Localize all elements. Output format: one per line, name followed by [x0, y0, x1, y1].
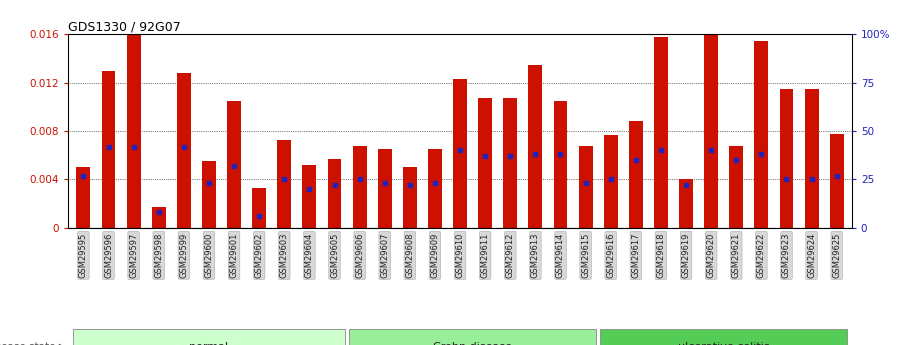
Bar: [353, 146, 366, 228]
Text: GSM29612: GSM29612: [506, 233, 515, 278]
Bar: [328, 159, 342, 228]
Text: GSM29608: GSM29608: [405, 233, 415, 278]
Bar: [578, 146, 592, 228]
Bar: [504, 98, 517, 228]
Text: GSM29620: GSM29620: [707, 233, 716, 278]
Bar: [349, 329, 597, 345]
Text: GSM29610: GSM29610: [456, 233, 465, 278]
Text: GSM29622: GSM29622: [757, 233, 766, 278]
Text: GSM29618: GSM29618: [657, 233, 665, 278]
Bar: [704, 32, 718, 228]
Text: GDS1330 / 92G07: GDS1330 / 92G07: [68, 20, 181, 33]
Bar: [600, 329, 847, 345]
Text: GSM29595: GSM29595: [79, 233, 87, 278]
Bar: [629, 121, 643, 228]
Bar: [453, 79, 467, 228]
Bar: [102, 71, 116, 228]
Bar: [202, 161, 216, 228]
Bar: [428, 149, 442, 228]
Text: normal: normal: [189, 342, 229, 345]
Bar: [378, 149, 392, 228]
Bar: [73, 329, 345, 345]
Text: GSM29616: GSM29616: [606, 233, 615, 278]
Bar: [77, 167, 90, 228]
Bar: [830, 134, 844, 228]
Bar: [277, 139, 292, 228]
Text: GSM29609: GSM29609: [430, 233, 439, 278]
Bar: [403, 167, 416, 228]
Bar: [127, 34, 140, 228]
Text: GSM29624: GSM29624: [807, 233, 816, 278]
Bar: [177, 73, 190, 228]
Text: GSM29625: GSM29625: [833, 233, 841, 278]
Bar: [754, 40, 768, 228]
Text: GSM29597: GSM29597: [129, 233, 138, 278]
Text: GSM29615: GSM29615: [581, 233, 590, 278]
Bar: [780, 89, 793, 228]
Bar: [302, 165, 316, 228]
Text: GSM29617: GSM29617: [631, 233, 640, 278]
Text: GSM29599: GSM29599: [179, 233, 189, 278]
Text: disease state ▶: disease state ▶: [0, 342, 67, 345]
Text: ulcerative colitis: ulcerative colitis: [678, 342, 770, 345]
Text: GSM29607: GSM29607: [380, 233, 389, 278]
Text: GSM29600: GSM29600: [204, 233, 213, 278]
Bar: [152, 207, 166, 228]
Text: GSM29613: GSM29613: [531, 233, 540, 278]
Text: GSM29605: GSM29605: [330, 233, 339, 278]
Text: GSM29623: GSM29623: [782, 233, 791, 278]
Text: GSM29614: GSM29614: [556, 233, 565, 278]
Bar: [804, 89, 818, 228]
Text: GSM29596: GSM29596: [104, 233, 113, 278]
Text: GSM29621: GSM29621: [732, 233, 741, 278]
Text: Crohn disease: Crohn disease: [433, 342, 512, 345]
Text: GSM29606: GSM29606: [355, 233, 364, 278]
Bar: [654, 37, 668, 228]
Bar: [528, 65, 542, 228]
Text: GSM29619: GSM29619: [681, 233, 691, 278]
Text: GSM29611: GSM29611: [481, 233, 490, 278]
Bar: [227, 101, 241, 228]
Bar: [679, 179, 693, 228]
Bar: [730, 146, 743, 228]
Text: GSM29601: GSM29601: [230, 233, 239, 278]
Text: GSM29603: GSM29603: [280, 233, 289, 278]
Text: GSM29602: GSM29602: [255, 233, 263, 278]
Bar: [252, 188, 266, 228]
Bar: [478, 98, 492, 228]
Text: GSM29604: GSM29604: [305, 233, 314, 278]
Bar: [554, 101, 568, 228]
Bar: [604, 135, 618, 228]
Text: GSM29598: GSM29598: [154, 233, 163, 278]
